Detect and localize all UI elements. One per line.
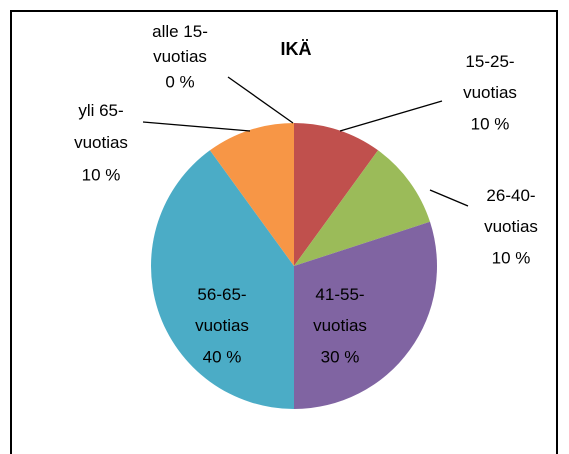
slice-label-line: vuotias bbox=[153, 47, 207, 66]
value-label: 10 % bbox=[82, 165, 121, 184]
leader-line bbox=[429, 189, 469, 207]
slice-label-line: vuotias bbox=[74, 133, 128, 152]
slice-label: 56-65- vuotias bbox=[195, 285, 249, 335]
slice-label: yli 65- vuotias bbox=[74, 101, 128, 152]
slice-label-line: alle 15- bbox=[152, 22, 208, 41]
value-label: 10 % bbox=[492, 248, 531, 267]
value-label: 40 % bbox=[203, 347, 242, 366]
value-label: 10 % bbox=[471, 114, 510, 133]
leader-line bbox=[227, 76, 294, 124]
slice-label-line: 41-55- bbox=[315, 285, 364, 304]
value-label: 0 % bbox=[165, 72, 194, 91]
slice-label-line: vuotias bbox=[195, 316, 249, 335]
pie-slice bbox=[209, 123, 294, 266]
pie-slice bbox=[294, 123, 379, 266]
pie-slice bbox=[294, 150, 431, 266]
leader-line bbox=[339, 100, 443, 132]
slice-label-line: 15-25- bbox=[465, 52, 514, 71]
slice-label: alle 15- vuotias bbox=[152, 22, 208, 66]
slice-label-line: 26-40- bbox=[486, 186, 535, 205]
slice-label-line: yli 65- bbox=[78, 101, 123, 120]
value-label: 30 % bbox=[321, 347, 360, 366]
slice-label-line: 56-65- bbox=[197, 285, 246, 304]
leader-line bbox=[142, 121, 251, 132]
slice-label: 26-40- vuotias bbox=[484, 186, 538, 236]
slice-label-line: vuotias bbox=[313, 316, 367, 335]
slice-label: 41-55- vuotias bbox=[313, 285, 367, 335]
slice-label-line: vuotias bbox=[463, 83, 517, 102]
slice-label: 15-25- vuotias bbox=[463, 52, 517, 102]
pie-slice bbox=[294, 221, 437, 409]
chart-border bbox=[10, 10, 558, 454]
slice-label-line: vuotias bbox=[484, 217, 538, 236]
pie-slice bbox=[151, 150, 294, 409]
chart-title: IKÄ bbox=[281, 39, 312, 59]
